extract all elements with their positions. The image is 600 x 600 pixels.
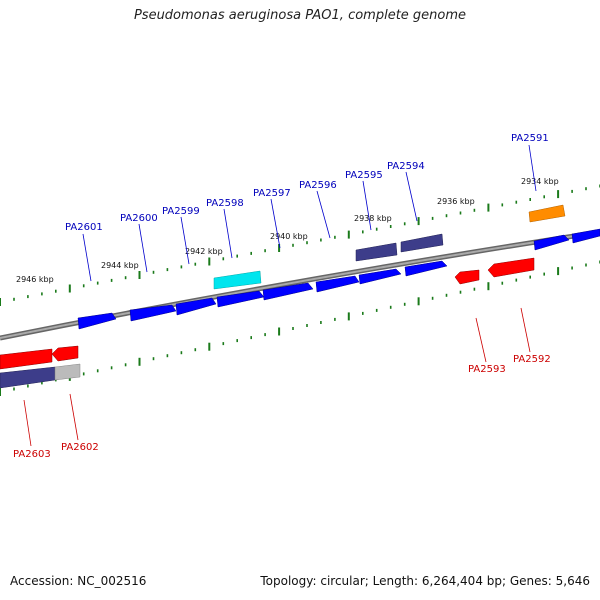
gene-PA2592[interactable]	[487, 257, 535, 278]
label-PA2601[interactable]: PA2601	[65, 222, 103, 233]
label-PA2593[interactable]: PA2593	[468, 364, 506, 375]
feature-orange[interactable]	[528, 204, 566, 223]
gene-PA2602[interactable]	[51, 345, 79, 362]
map-title: Pseudomonas aeruginosa PAO1, complete ge…	[133, 8, 467, 23]
genome-summary: Topology: circular; Length: 6,264,404 bp…	[260, 574, 590, 588]
gene-PA2594[interactable]	[404, 260, 448, 277]
reverse-label-leaders	[23, 307, 531, 447]
label-PA2600[interactable]: PA2600	[120, 213, 158, 224]
tick-label-2940: 2940 kbp	[270, 232, 308, 241]
gene-PA2596[interactable]	[315, 275, 360, 293]
feature-dark-1[interactable]	[355, 242, 398, 262]
tick-label-2946: 2946 kbp	[16, 275, 54, 284]
label-PA2603[interactable]: PA2603	[13, 449, 51, 460]
gene-PA2591[interactable]	[533, 234, 570, 251]
feature-PA2598-highlight[interactable]	[213, 270, 262, 290]
accession-label: Accession: NC_002516	[10, 574, 147, 588]
label-PA2596[interactable]: PA2596	[299, 180, 337, 191]
label-PA2592[interactable]: PA2592	[513, 354, 551, 365]
reverse-labels: PA2603 PA2602 PA2593 PA2592	[13, 354, 551, 460]
tick-label-2942: 2942 kbp	[185, 247, 223, 256]
gene-PA2600[interactable]	[129, 304, 177, 322]
gene-right-edge[interactable]	[571, 228, 600, 244]
feature-dark-2[interactable]	[400, 233, 444, 253]
tick-label-2934: 2934 kbp	[521, 177, 559, 186]
forward-labels: PA2601 PA2600 PA2599 PA2598 PA2597 PA259…	[65, 133, 549, 233]
gene-PA2601[interactable]	[77, 312, 117, 330]
label-PA2602[interactable]: PA2602	[61, 442, 99, 453]
gene-PA2593[interactable]	[454, 269, 480, 285]
forward-genes	[77, 204, 600, 330]
label-PA2591[interactable]: PA2591	[511, 133, 549, 144]
tick-label-2944: 2944 kbp	[101, 261, 139, 270]
label-PA2599[interactable]: PA2599	[162, 206, 200, 217]
label-PA2594[interactable]: PA2594	[387, 161, 425, 172]
reverse-genes	[0, 257, 535, 389]
forward-label-leaders	[82, 144, 537, 282]
label-PA2597[interactable]: PA2597	[253, 188, 291, 199]
scale-line-upper	[0, 184, 600, 306]
gene-PA2597[interactable]	[262, 282, 314, 301]
feature-grey-lower[interactable]	[54, 363, 81, 381]
scale-ticks: 2946 kbp 2944 kbp 2942 kbp 2940 kbp 2938…	[16, 177, 559, 284]
label-PA2595[interactable]: PA2595	[345, 170, 383, 181]
tick-label-2936: 2936 kbp	[437, 197, 475, 206]
tick-label-2938: 2938 kbp	[354, 214, 392, 223]
label-PA2598[interactable]: PA2598	[206, 198, 244, 209]
gene-PA2603[interactable]	[0, 348, 53, 370]
gene-PA2595[interactable]	[358, 268, 402, 285]
gene-PA2599[interactable]	[175, 297, 217, 316]
